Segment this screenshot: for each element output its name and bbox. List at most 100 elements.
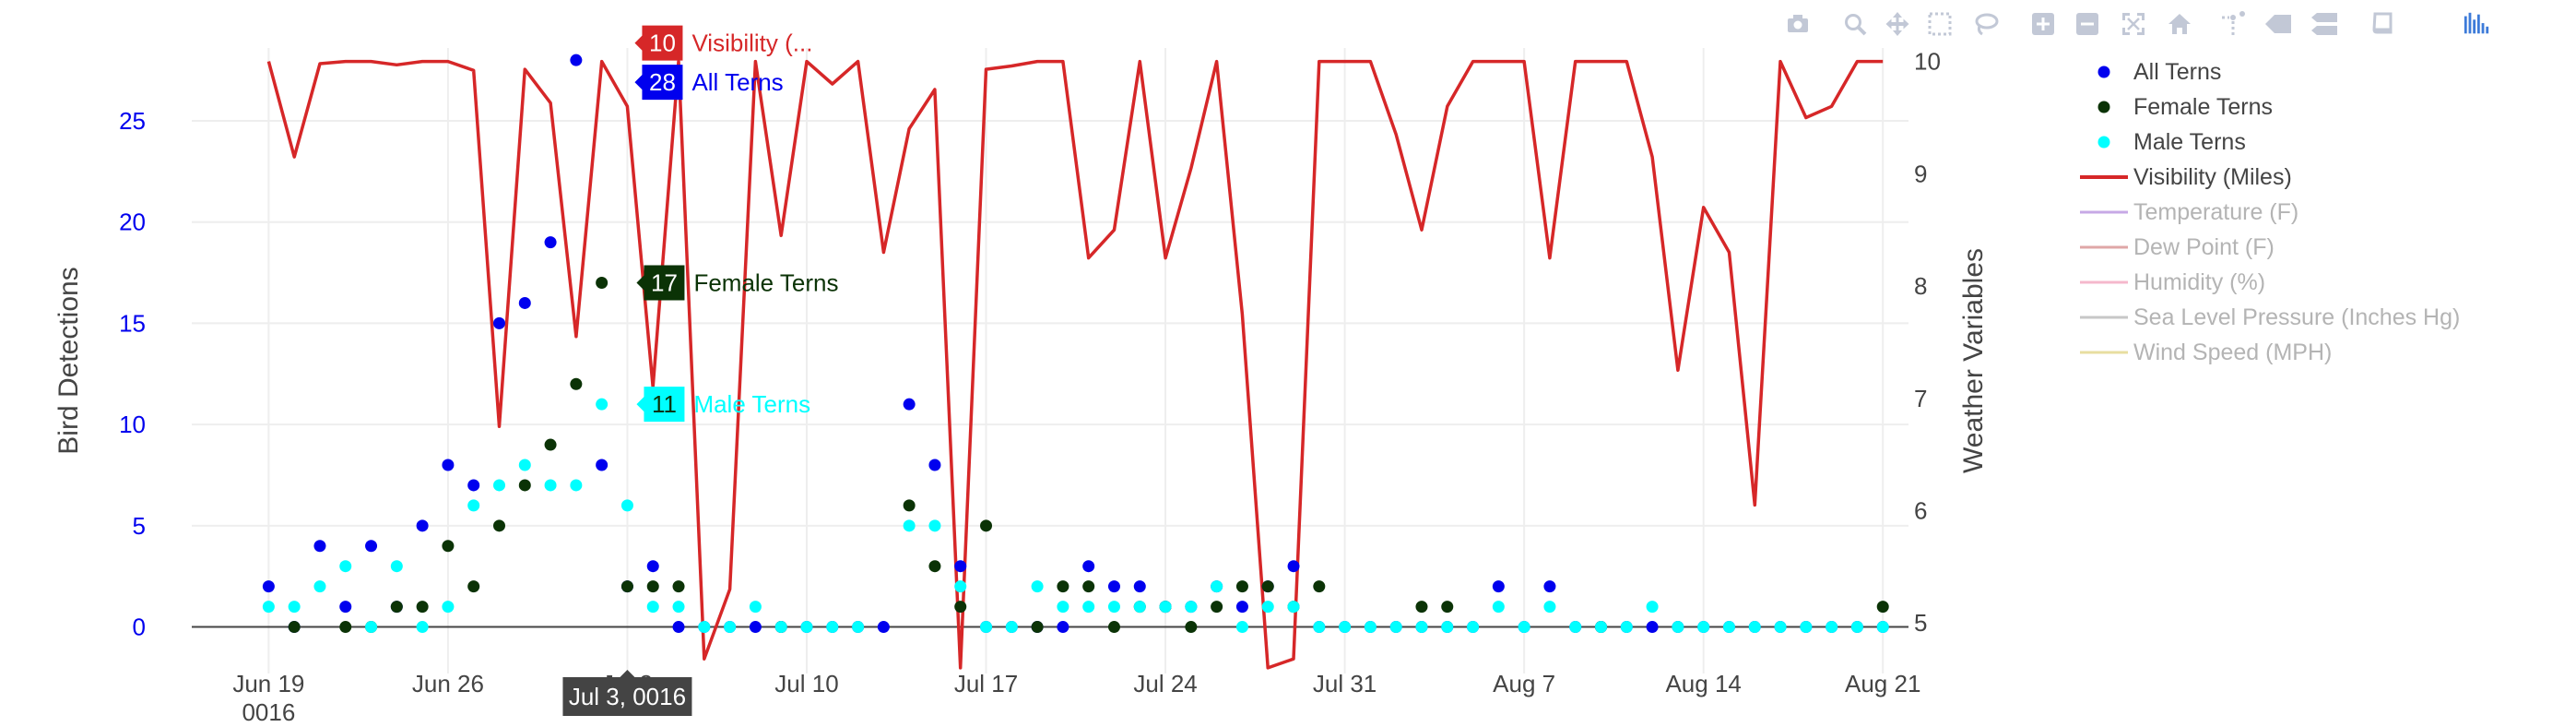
hover-value: 17	[651, 269, 678, 297]
hover-closest-button[interactable]	[2261, 7, 2294, 41]
spike-lines-button[interactable]	[2216, 7, 2250, 41]
male-terns-point	[1876, 621, 1889, 634]
legend-item[interactable]: Wind Speed (MPH)	[2074, 336, 2332, 369]
all-terns-point	[903, 398, 916, 411]
all-terns-point	[416, 519, 429, 532]
legend-item[interactable]: Female Terns	[2074, 90, 2273, 124]
hover-value: 11	[652, 390, 677, 418]
male-terns-point	[646, 601, 659, 614]
zoom-in-button[interactable]	[2027, 7, 2060, 41]
male-terns-point	[1389, 621, 1402, 634]
autoscale-button[interactable]	[2117, 7, 2150, 41]
male-terns-point	[1364, 621, 1377, 634]
autoscale-icon	[2122, 13, 2145, 35]
hover-closest-icon	[2265, 15, 2291, 33]
male-terns-point	[1159, 601, 1172, 614]
pan-button[interactable]	[1881, 7, 1914, 41]
y-tick-label: 15	[119, 309, 146, 337]
female-terns-point	[1235, 580, 1248, 593]
male-terns-point	[1339, 621, 1352, 634]
reset-axes-button[interactable]	[2163, 7, 2196, 41]
legend-label: Sea Level Pressure (Inches Hg)	[2133, 304, 2461, 330]
male-terns-point	[596, 398, 609, 411]
hover-label: All Terns	[691, 68, 783, 96]
hover-x-box	[562, 670, 692, 716]
all-terns-point	[313, 540, 326, 553]
camera-button[interactable]	[1781, 7, 1814, 41]
male-terns-point	[1185, 601, 1198, 614]
female-terns-point	[416, 601, 429, 614]
male-terns-point	[518, 459, 531, 471]
male-terns-point	[903, 519, 916, 532]
hover-flag	[634, 65, 683, 101]
x-tick-label: Jul 10	[774, 670, 838, 697]
female-terns-point	[928, 560, 941, 573]
male-terns-point	[1672, 621, 1684, 634]
x-tick-label: Aug 21	[1845, 670, 1920, 697]
x-tick-label: Jul 31	[1313, 670, 1377, 697]
legend-line	[2074, 336, 2133, 369]
y-axis-title: Bird Detections	[53, 267, 84, 454]
legend-item[interactable]: Male Terns	[2074, 125, 2246, 159]
plotly-logo-button[interactable]	[2460, 7, 2493, 41]
legend-item[interactable]: Visibility (Miles)	[2074, 161, 2292, 194]
female-terns-point	[1876, 601, 1889, 614]
hover-compare-icon	[2311, 13, 2337, 35]
all-terns-point	[954, 560, 967, 573]
x-tick-label: Aug 7	[1493, 670, 1555, 697]
female-terns-point	[1031, 621, 1044, 634]
male-terns-point	[1082, 601, 1095, 614]
zoom-out-button[interactable]	[2071, 7, 2104, 41]
legend-item[interactable]: Sea Level Pressure (Inches Hg)	[2074, 301, 2460, 334]
female-terns-point	[596, 277, 609, 290]
male-terns-point	[1518, 621, 1530, 634]
hover-male-terns: 11 Male Terns	[636, 387, 810, 423]
zoom-button[interactable]	[1838, 7, 1872, 41]
all-terns-point	[339, 601, 352, 614]
all-terns-point	[1057, 621, 1069, 634]
hover-flag	[634, 25, 683, 61]
male-terns-point	[442, 601, 455, 614]
box-select-button[interactable]	[1923, 7, 1956, 41]
toggle-editor-button[interactable]	[2366, 7, 2399, 41]
male-terns-point	[1133, 601, 1146, 614]
all-terns-point	[1107, 580, 1120, 593]
zoom-in-icon	[2032, 13, 2054, 35]
legend-line	[2074, 196, 2133, 229]
legend-line	[2074, 161, 2133, 194]
all-terns-point	[1082, 560, 1095, 573]
male-terns-point	[774, 621, 787, 634]
male-terns-point	[1722, 621, 1735, 634]
male-terns-point	[1235, 621, 1248, 634]
legend-item[interactable]: Temperature (F)	[2074, 196, 2298, 229]
male-terns-point	[1569, 621, 1582, 634]
male-terns-point	[1467, 621, 1480, 634]
reset-axes-icon	[2168, 14, 2191, 34]
hover-compare-button[interactable]	[2307, 7, 2340, 41]
y-tick-label: 20	[119, 209, 146, 236]
male-terns-point	[1748, 621, 1761, 634]
y2-tick-label: 5	[1914, 609, 1927, 637]
all-terns-point	[570, 54, 583, 66]
female-terns-point	[1415, 601, 1428, 614]
legend-marker	[2074, 90, 2133, 124]
legend-line	[2074, 266, 2133, 299]
lasso-select-button[interactable]	[1969, 7, 2003, 41]
all-terns-point	[442, 459, 455, 471]
legend-item[interactable]: Humidity (%)	[2074, 266, 2265, 299]
male-terns-point	[620, 499, 633, 512]
all-terns-point	[596, 459, 609, 471]
all-terns-point	[262, 580, 275, 593]
all-terns-point	[672, 621, 685, 634]
female-terns-point	[672, 580, 685, 593]
male-terns-point	[1441, 621, 1454, 634]
male-terns-point	[1850, 621, 1863, 634]
female-terns-point	[544, 438, 557, 451]
hover-visibility: 10 Visibility (...	[634, 25, 812, 61]
female-terns-point	[1313, 580, 1326, 593]
marker-series	[262, 54, 1889, 634]
female-terns-point	[646, 580, 659, 593]
legend-item[interactable]: Dew Point (F)	[2074, 231, 2275, 264]
legend-item[interactable]: All Terns	[2074, 55, 2221, 89]
